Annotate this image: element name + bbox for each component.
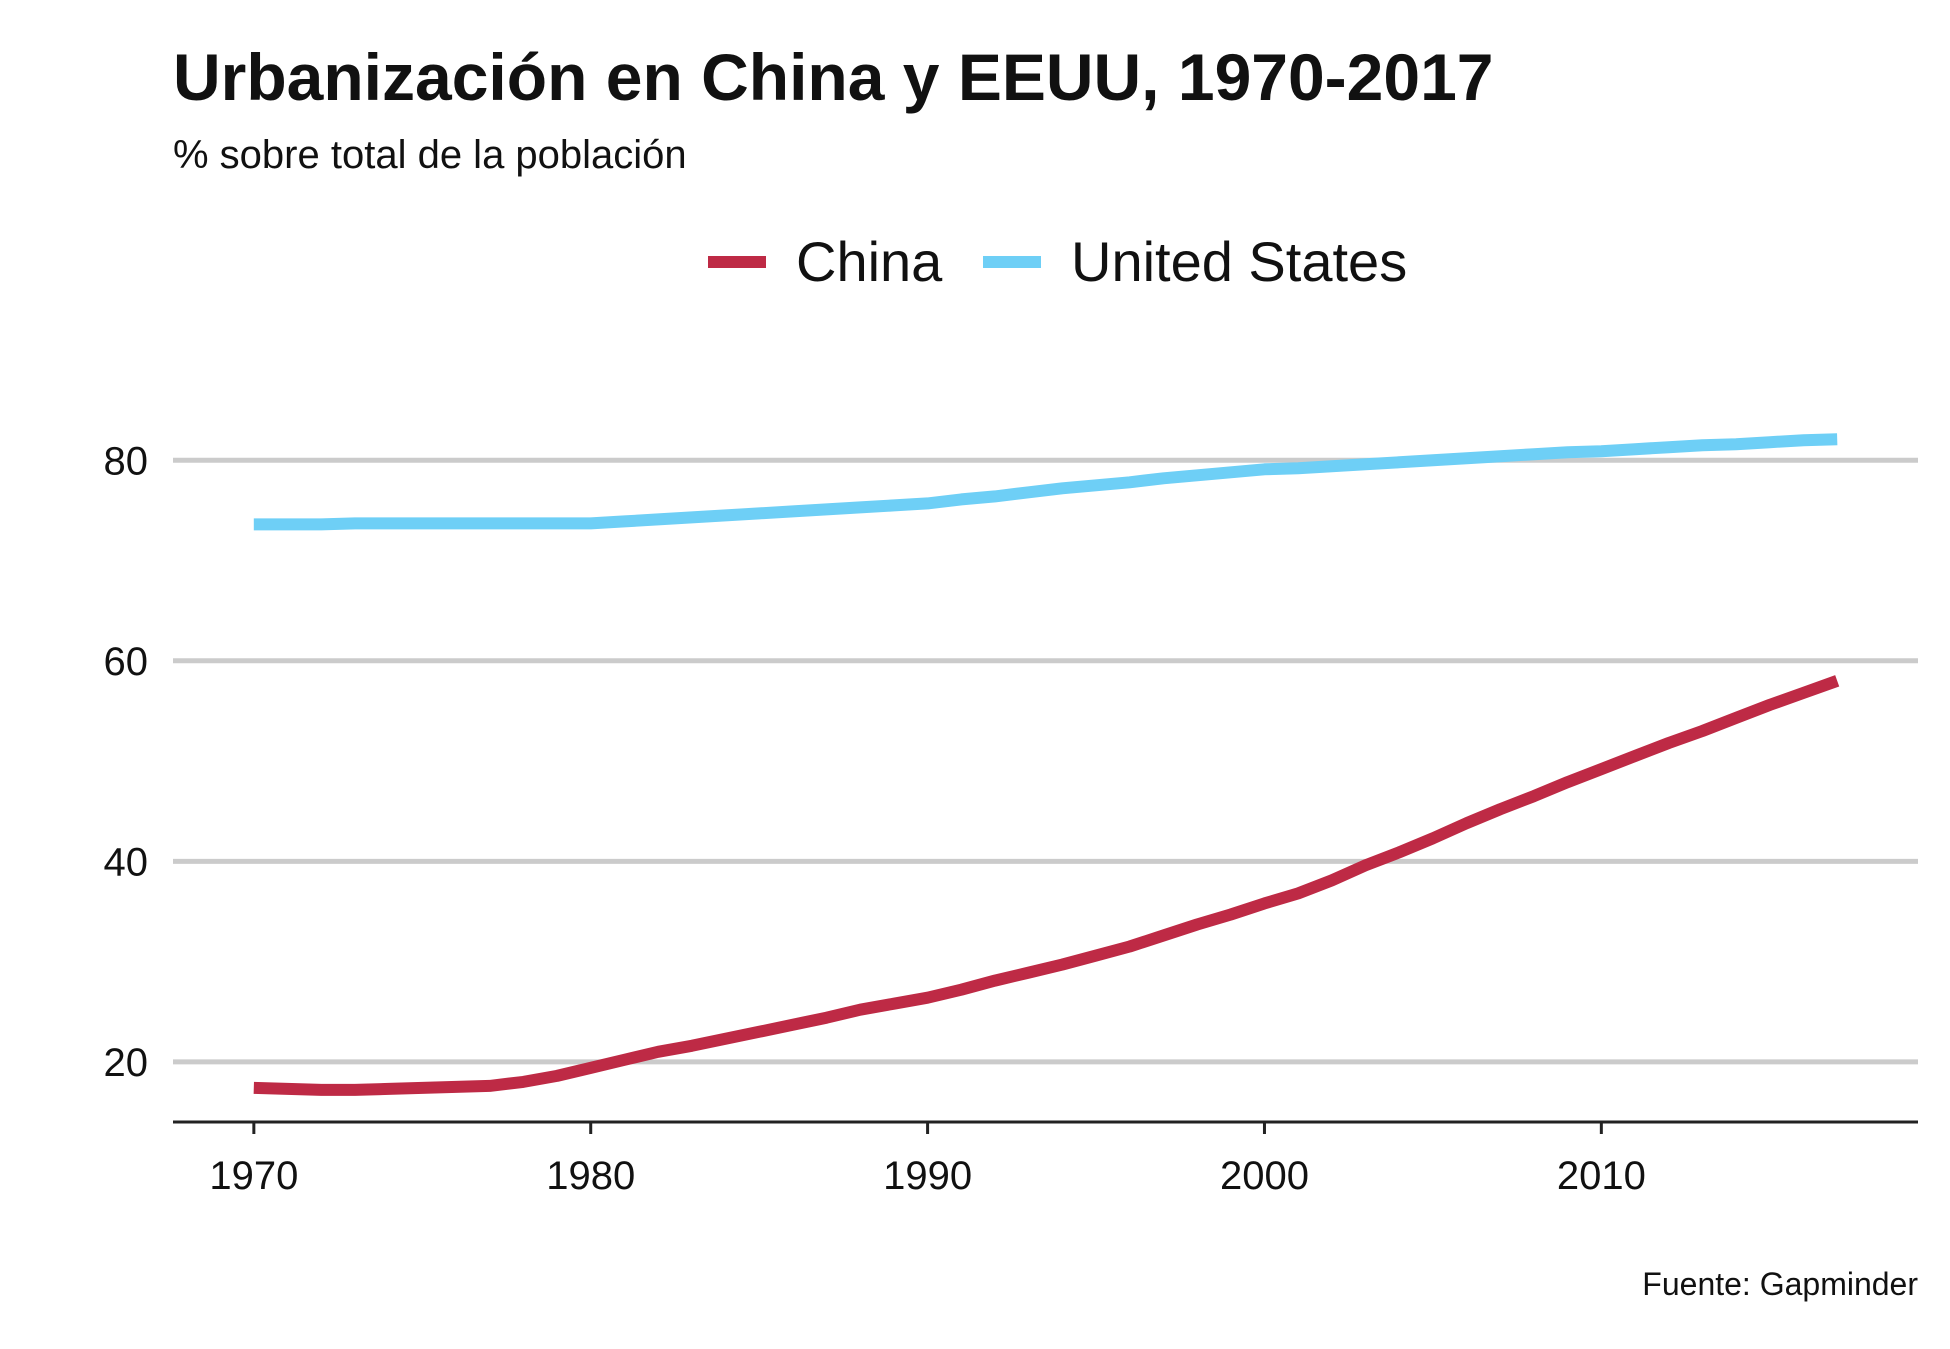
x-tick-label: 1970	[209, 1154, 298, 1198]
series-layer	[253, 433, 1840, 1096]
legend: China United States	[708, 230, 1407, 293]
chart-caption: Fuente: Gapminder	[1642, 1266, 1918, 1302]
series-line-united-states	[253, 433, 1838, 531]
y-axis-ticks: 20 40 60 80	[104, 439, 149, 1085]
chart-subtitle: % sobre total de la población	[173, 133, 687, 177]
legend-label-china: China	[796, 230, 943, 293]
x-tick-label: 1980	[546, 1154, 635, 1198]
y-tick-label: 40	[104, 840, 149, 884]
gridlines	[173, 457, 1918, 1065]
y-tick-label: 80	[104, 439, 149, 483]
y-tick-label: 20	[104, 1041, 149, 1085]
y-tick-label: 60	[104, 640, 149, 684]
x-axis: 1970 1980 1990 2000 2010	[173, 1120, 1918, 1198]
legend-label-united-states: United States	[1071, 230, 1407, 293]
series-line-china	[253, 675, 1840, 1096]
x-tick-label: 2000	[1220, 1154, 1309, 1198]
chart-title: Urbanización en China y EEUU, 1970-2017	[173, 40, 1493, 114]
x-tick-label: 2010	[1557, 1154, 1646, 1198]
x-tick-label: 1990	[883, 1154, 972, 1198]
